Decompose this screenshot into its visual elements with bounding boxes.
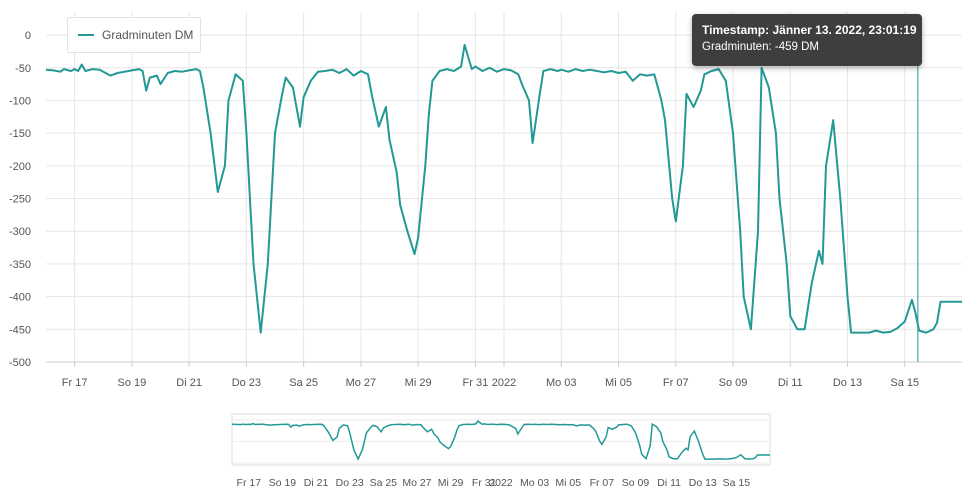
x-tick-label: 2022 <box>492 377 516 389</box>
navigator-x-tick-label: Do 13 <box>689 477 717 489</box>
navigator-grid <box>232 419 770 464</box>
navigator-chart[interactable]: Fr 17 So 19 Di 21 Do 23 Sa 25 Mo 27 Mi 29 Fr 31… <box>0 400 977 493</box>
navigator-x-tick-label: Fr 31 <box>472 477 497 489</box>
x-tick-label: Sa 25 <box>289 377 318 389</box>
y-tick-label: -500 <box>9 357 31 369</box>
x-tick-label: Mo 27 <box>346 377 377 389</box>
navigator-x-tick-label: Mo 27 <box>402 477 431 489</box>
y-axis: 0 -50 -100 -150 -200 -250 -300 -350 -400 -450 -500 <box>9 30 31 369</box>
x-tick-label: Do 23 <box>232 377 261 389</box>
y-tick-label: -250 <box>9 194 31 206</box>
x-axis: Fr 17 So 19 Di 21 Do 23 Sa 25 Mo 27 Mi 29 Fr 31… <box>46 361 962 389</box>
x-tick-label: Mo 03 <box>546 377 577 389</box>
y-tick-label: -200 <box>9 161 31 173</box>
navigator-x-tick-label: 2022 <box>489 477 513 489</box>
legend-label: Gradminuten DM <box>102 28 194 42</box>
navigator-x-tick-label: Do 23 <box>336 477 364 489</box>
navigator-x-tick-label: Di 11 <box>657 477 681 489</box>
navigator-x-axis: Fr 17 So 19 Di 21 Do 23 Sa 25 Mo 27 Mi 29 Fr 31… <box>237 477 751 489</box>
y-tick-label: -150 <box>9 128 31 140</box>
x-tick-label: Di 21 <box>176 377 202 389</box>
x-tick-label: Fr 31 <box>463 377 489 389</box>
legend[interactable]: Gradminuten DM <box>67 17 201 53</box>
x-tick-label: Mi 05 <box>605 377 632 389</box>
legend-swatch <box>78 34 94 36</box>
navigator-x-tick-label: So 19 <box>269 477 297 489</box>
y-tick-label: -100 <box>9 95 31 107</box>
navigator-x-tick-label: Sa 25 <box>370 477 398 489</box>
navigator-x-tick-label: So 09 <box>622 477 650 489</box>
x-tick-label: Fr 17 <box>62 377 88 389</box>
navigator-x-tick-label: Mi 29 <box>438 477 464 489</box>
x-tick-label: Di 11 <box>778 377 803 389</box>
navigator-x-tick-label: Fr 17 <box>237 477 262 489</box>
tooltip: Timestamp: Jänner 13. 2022, 23:01:19 Gra… <box>692 14 922 66</box>
y-tick-label: 0 <box>25 30 31 42</box>
x-tick-label: Fr 07 <box>663 377 689 389</box>
tooltip-value: Gradminuten: -459 DM <box>702 41 819 53</box>
main-chart[interactable]: 0 -50 -100 -150 -200 -250 -300 -350 -400 -450 -500… <box>0 0 977 400</box>
tooltip-timestamp: Timestamp: Jänner 13. 2022, 23:01:19 <box>702 23 917 37</box>
navigator-x-tick-label: Fr 07 <box>590 477 615 489</box>
navigator-x-tick-label: Mi 05 <box>555 477 581 489</box>
x-tick-label: Mi 29 <box>405 377 432 389</box>
y-tick-label: -400 <box>9 292 31 304</box>
x-tick-label: So 09 <box>719 377 748 389</box>
y-tick-label: -50 <box>15 63 31 75</box>
x-tick-label: Do 13 <box>833 377 862 389</box>
navigator-x-tick-label: Sa 15 <box>723 477 751 489</box>
navigator-x-tick-label: Mo 03 <box>520 477 549 489</box>
navigator-frame <box>231 413 771 466</box>
y-tick-label: -300 <box>9 226 31 238</box>
series-line-gradminuten <box>45 43 962 334</box>
x-tick-label: Sa 15 <box>890 377 919 389</box>
navigator-series-line <box>231 419 770 461</box>
x-tick-label: So 19 <box>118 377 147 389</box>
y-tick-label: -350 <box>9 259 31 271</box>
y-tick-label: -450 <box>9 324 31 336</box>
navigator-x-tick-label: Di 21 <box>304 477 329 489</box>
